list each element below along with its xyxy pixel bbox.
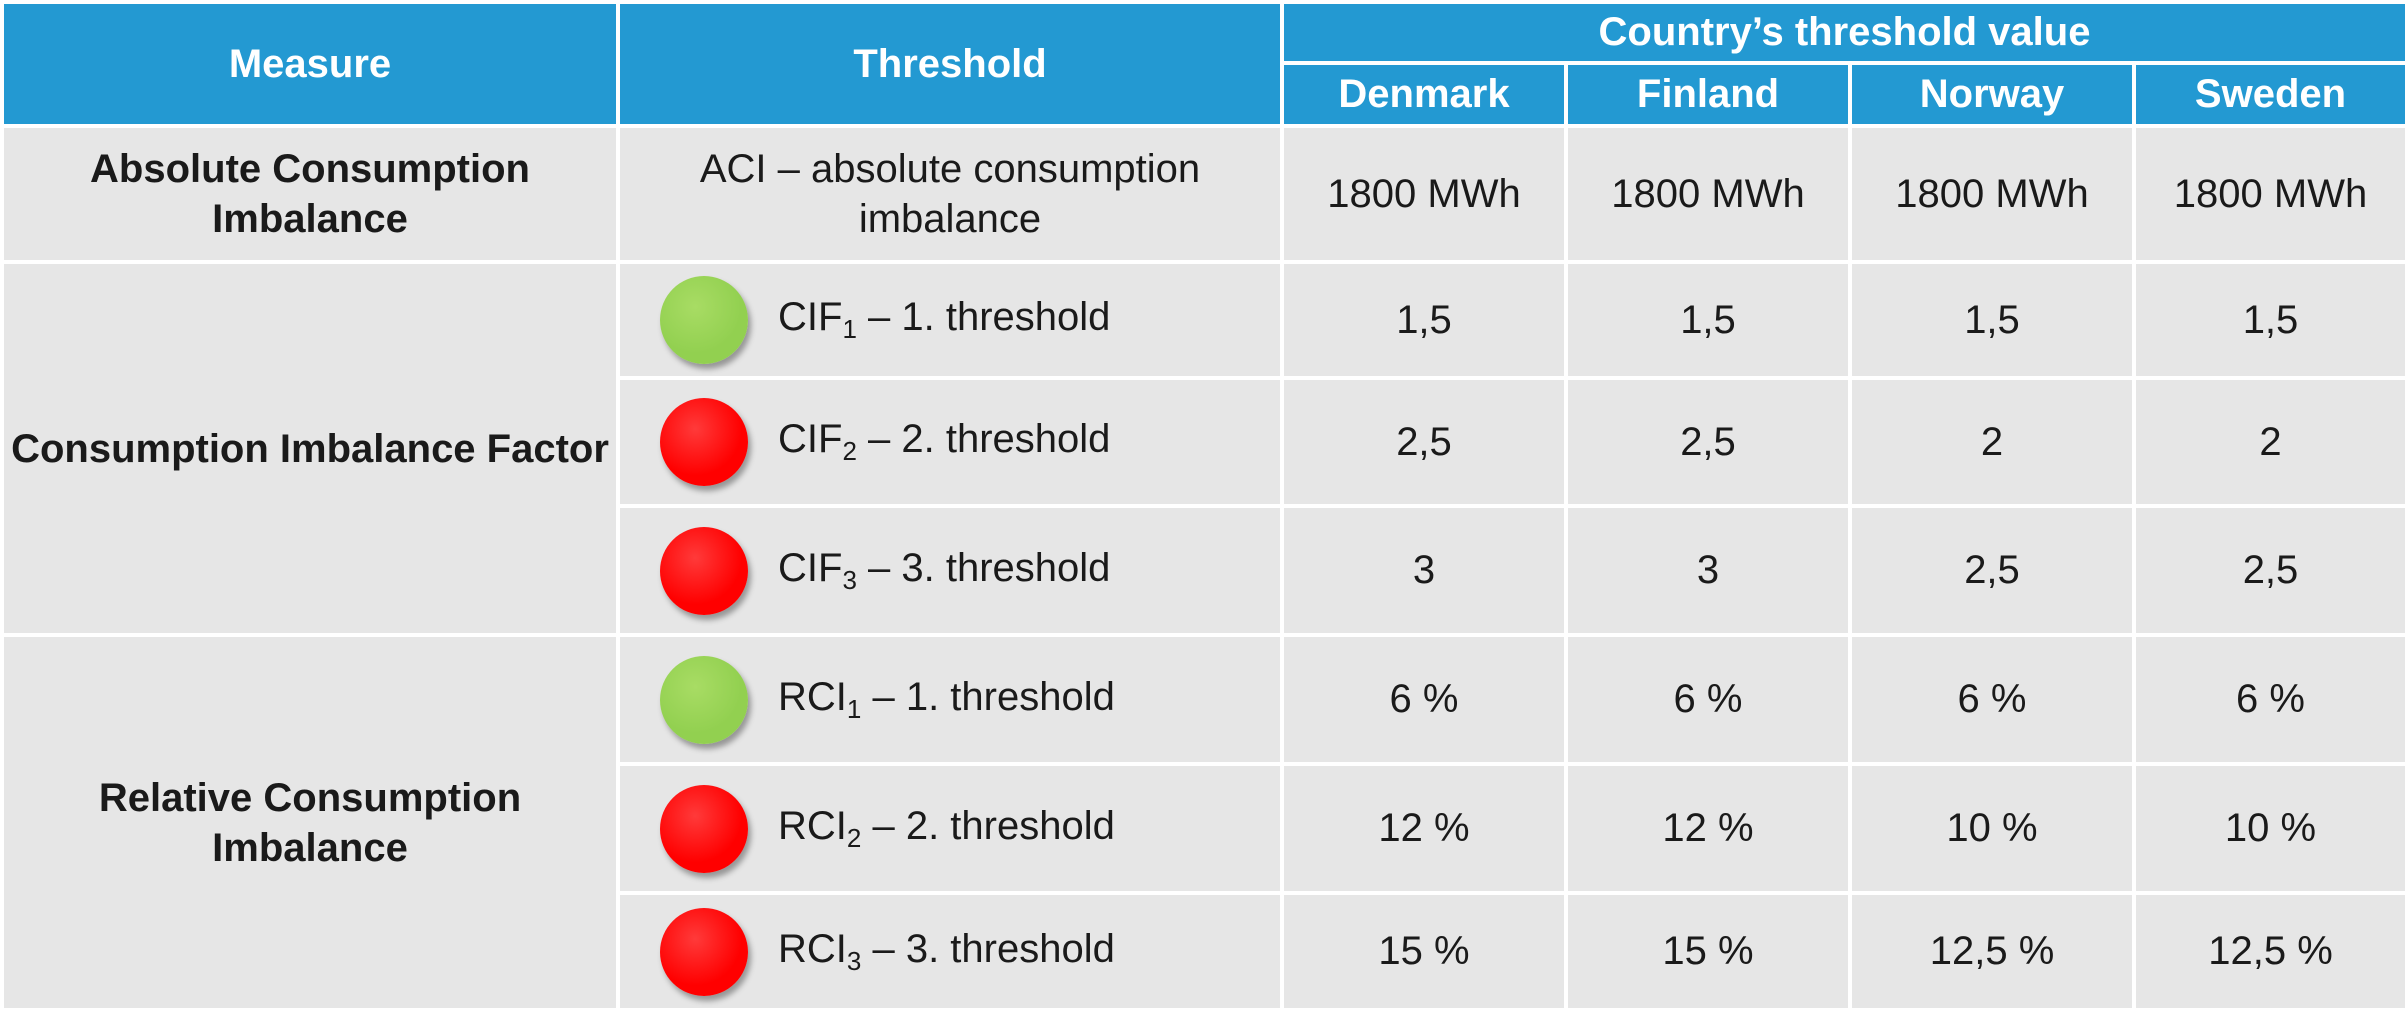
- table-row: Absolute Consumption Imbalance ACI – abs…: [0, 124, 2405, 264]
- value-cell: 15 %: [1280, 891, 1568, 1012]
- threshold-cell: RCI1 – 1. threshold: [616, 633, 1284, 766]
- value-cell: 6 %: [2132, 633, 2405, 766]
- value-cell: 15 %: [1564, 891, 1852, 1012]
- value-cell: 1800 MWh: [2132, 124, 2405, 264]
- measure-relative-consumption-imbalance: Relative Consumption Imbalance: [0, 633, 620, 1012]
- threshold-cell: CIF2 – 2. threshold: [616, 376, 1284, 508]
- value-cell: 1,5: [1280, 260, 1568, 380]
- red-status-circle-icon: [660, 907, 748, 996]
- value-cell: 2,5: [1848, 504, 2136, 637]
- threshold-label: CIF1 – 1. threshold: [778, 295, 1111, 344]
- header-country-norway: Norway: [1848, 61, 2136, 128]
- value-cell: 6 %: [1564, 633, 1852, 766]
- value-cell: 12 %: [1280, 762, 1568, 895]
- value-cell: 12,5 %: [2132, 891, 2405, 1012]
- table-row: Relative Consumption Imbalance RCI1 – 1.…: [0, 633, 2405, 1012]
- threshold-label: RCI3 – 3. threshold: [778, 926, 1115, 976]
- value-cell: 12,5 %: [1848, 891, 2136, 1012]
- table-row: CIF3 – 3. threshold 3 3 2,5 2,5: [2, 504, 2405, 637]
- value-cell: 2,5: [1280, 376, 1568, 508]
- table-row: RCI3 – 3. threshold 15 % 15 % 12,5 % 12,…: [2, 891, 2405, 1012]
- value-cell: 2: [1848, 376, 2136, 508]
- threshold-cell: RCI2 – 2. threshold: [616, 762, 1284, 895]
- value-cell: 10 %: [1848, 762, 2136, 895]
- header-row-countries: Denmark Finland Norway Sweden: [2, 61, 2405, 128]
- green-status-circle-icon: [660, 276, 748, 364]
- value-cell: 1800 MWh: [1848, 124, 2136, 264]
- value-cell: 2: [2132, 376, 2405, 508]
- header-country-finland: Finland: [1564, 61, 1852, 128]
- threshold-aci: ACI – absolute consumption imbalance: [616, 124, 1284, 264]
- threshold-label: RCI1 – 1. threshold: [778, 674, 1115, 724]
- value-cell: 12 %: [1564, 762, 1852, 895]
- measure-absolute-consumption-imbalance: Absolute Consumption Imbalance: [0, 124, 620, 264]
- value-cell: 10 %: [2132, 762, 2405, 895]
- threshold-cell: CIF3 – 3. threshold: [616, 504, 1284, 637]
- header-row-group: Measure Threshold Country’s threshold va…: [0, 0, 2405, 128]
- green-status-circle-icon: [660, 655, 748, 744]
- threshold-cell: CIF1 – 1. threshold: [616, 260, 1284, 380]
- threshold-label: CIF2 – 2. threshold: [778, 417, 1111, 466]
- value-cell: 1,5: [1848, 260, 2136, 380]
- value-cell: 1800 MWh: [1280, 124, 1568, 264]
- table-row: CIF2 – 2. threshold 2,5 2,5 2 2: [2, 376, 2405, 508]
- value-cell: 1,5: [1564, 260, 1852, 380]
- value-cell: 6 %: [1848, 633, 2136, 766]
- header-country-denmark: Denmark: [1280, 61, 1568, 128]
- threshold-label: CIF3 – 3. threshold: [778, 545, 1111, 595]
- red-status-circle-icon: [660, 526, 748, 615]
- threshold-cell: RCI3 – 3. threshold: [616, 891, 1284, 1012]
- red-status-circle-icon: [660, 398, 748, 486]
- value-cell: 2,5: [1564, 376, 1852, 508]
- table-row: RCI2 – 2. threshold 12 % 12 % 10 % 10 %: [2, 762, 2405, 895]
- measure-consumption-imbalance-factor: Consumption Imbalance Factor: [0, 260, 620, 637]
- value-cell: 6 %: [1280, 633, 1568, 766]
- header-threshold: Threshold: [616, 0, 1284, 128]
- table-row: Consumption Imbalance Factor CIF1 – 1. t…: [0, 260, 2405, 637]
- value-cell: 1,5: [2132, 260, 2405, 380]
- threshold-label: RCI2 – 2. threshold: [778, 803, 1115, 853]
- header-country-threshold-value: Country’s threshold value: [1280, 0, 2405, 65]
- value-cell: 2,5: [2132, 504, 2405, 637]
- header-country-sweden: Sweden: [2132, 61, 2405, 128]
- red-status-circle-icon: [660, 784, 748, 873]
- value-cell: 3: [1564, 504, 1852, 637]
- value-cell: 1800 MWh: [1564, 124, 1852, 264]
- value-cell: 3: [1280, 504, 1568, 637]
- header-measure: Measure: [0, 0, 620, 128]
